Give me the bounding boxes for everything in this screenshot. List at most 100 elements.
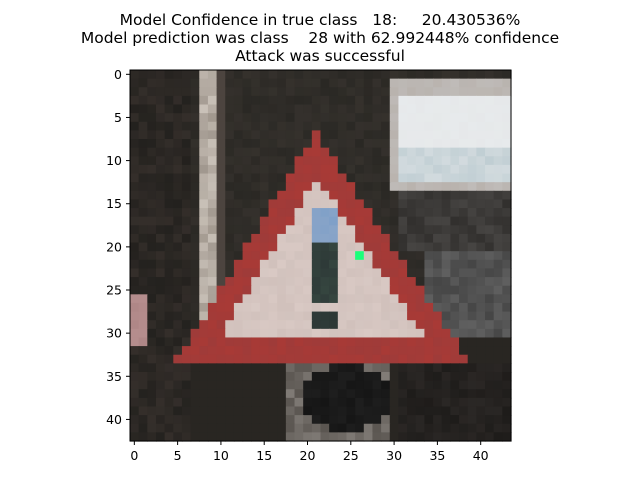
image-pixel bbox=[329, 121, 339, 131]
image-pixel bbox=[164, 328, 174, 339]
image-pixel bbox=[147, 389, 157, 399]
image-pixel bbox=[485, 406, 495, 416]
image-pixel bbox=[485, 354, 495, 364]
image-pixel bbox=[502, 182, 512, 192]
image-pixel bbox=[233, 164, 244, 175]
image-pixel bbox=[130, 70, 140, 80]
image-pixel bbox=[355, 285, 365, 295]
image-pixel bbox=[251, 87, 261, 97]
image-pixel bbox=[355, 415, 365, 425]
image-pixel bbox=[372, 225, 382, 235]
image-pixel bbox=[459, 225, 469, 235]
image-pixel bbox=[424, 346, 434, 356]
image-pixel bbox=[303, 199, 313, 209]
image-pixel bbox=[259, 371, 270, 382]
image-pixel bbox=[485, 371, 495, 382]
image-pixel bbox=[424, 406, 434, 416]
image-pixel bbox=[164, 277, 174, 287]
image-pixel bbox=[372, 121, 382, 131]
image-pixel bbox=[346, 294, 356, 304]
image-pixel bbox=[303, 70, 313, 80]
image-pixel bbox=[251, 432, 261, 442]
image-pixel bbox=[450, 87, 460, 97]
image-pixel bbox=[181, 156, 192, 166]
image-pixel bbox=[147, 190, 157, 201]
image-pixel bbox=[190, 432, 200, 442]
image-pixel bbox=[190, 182, 200, 192]
image-pixel bbox=[467, 277, 477, 287]
image-pixel bbox=[381, 87, 391, 97]
image-pixel bbox=[381, 406, 391, 416]
image-pixel bbox=[355, 432, 365, 442]
image-pixel bbox=[285, 328, 296, 339]
image-pixel bbox=[450, 328, 460, 339]
image-pixel bbox=[337, 380, 348, 390]
image-pixel bbox=[181, 233, 192, 244]
image-pixel bbox=[190, 87, 200, 97]
image-pixel bbox=[138, 130, 148, 140]
image-pixel bbox=[346, 346, 356, 356]
image-pixel bbox=[268, 251, 278, 261]
image-pixel bbox=[303, 406, 313, 416]
image-pixel bbox=[199, 371, 209, 382]
image-pixel bbox=[251, 242, 261, 252]
image-pixel bbox=[433, 147, 443, 157]
image-pixel bbox=[467, 139, 477, 149]
image-pixel bbox=[433, 346, 443, 356]
image-pixel bbox=[381, 337, 391, 347]
image-pixel bbox=[337, 371, 348, 382]
image-pixel bbox=[268, 337, 278, 347]
image-pixel bbox=[242, 397, 252, 408]
image-pixel bbox=[164, 164, 174, 175]
image-pixel bbox=[173, 363, 183, 373]
image-pixel bbox=[372, 371, 382, 382]
image-pixel bbox=[424, 363, 434, 373]
image-pixel bbox=[190, 113, 200, 123]
image-pixel bbox=[337, 268, 348, 278]
image-pixel bbox=[502, 380, 512, 390]
image-pixel bbox=[259, 164, 270, 175]
image-pixel bbox=[138, 285, 148, 295]
image-pixel bbox=[233, 432, 244, 442]
image-pixel bbox=[173, 302, 183, 313]
image-pixel bbox=[407, 113, 417, 123]
image-pixel bbox=[320, 70, 330, 80]
image-pixel bbox=[164, 268, 174, 278]
image-pixel bbox=[303, 130, 313, 140]
image-pixel bbox=[398, 190, 408, 201]
image-pixel bbox=[415, 294, 426, 304]
image-pixel bbox=[381, 70, 391, 80]
image-pixel bbox=[424, 389, 434, 399]
image-pixel bbox=[493, 182, 503, 192]
image-pixel bbox=[459, 302, 469, 313]
image-pixel bbox=[424, 139, 434, 149]
image-pixel bbox=[181, 70, 192, 80]
image-pixel bbox=[294, 251, 304, 261]
image-pixel bbox=[441, 225, 451, 235]
image-pixel bbox=[294, 87, 304, 97]
image-pixel bbox=[181, 363, 192, 373]
image-pixel bbox=[164, 121, 174, 131]
image-pixel bbox=[207, 225, 218, 235]
image-pixel bbox=[251, 113, 261, 123]
image-pixel bbox=[398, 328, 408, 339]
image-pixel bbox=[329, 87, 339, 97]
image-pixel bbox=[147, 113, 157, 123]
image-pixel bbox=[164, 380, 174, 390]
image-pixel bbox=[467, 164, 477, 175]
image-pixel bbox=[389, 113, 400, 123]
image-pixel bbox=[155, 156, 166, 166]
image-pixel bbox=[173, 156, 183, 166]
image-pixel bbox=[485, 78, 495, 88]
image-pixel bbox=[346, 95, 356, 106]
image-pixel bbox=[294, 70, 304, 80]
image-pixel bbox=[433, 242, 443, 252]
image-pixel bbox=[251, 363, 261, 373]
image-pixel bbox=[372, 354, 382, 364]
image-pixel bbox=[147, 337, 157, 347]
image-pixel bbox=[277, 199, 287, 209]
image-pixel bbox=[346, 251, 356, 261]
image-pixel bbox=[181, 259, 192, 270]
image-pixel bbox=[251, 251, 261, 261]
image-pixel bbox=[181, 337, 192, 347]
